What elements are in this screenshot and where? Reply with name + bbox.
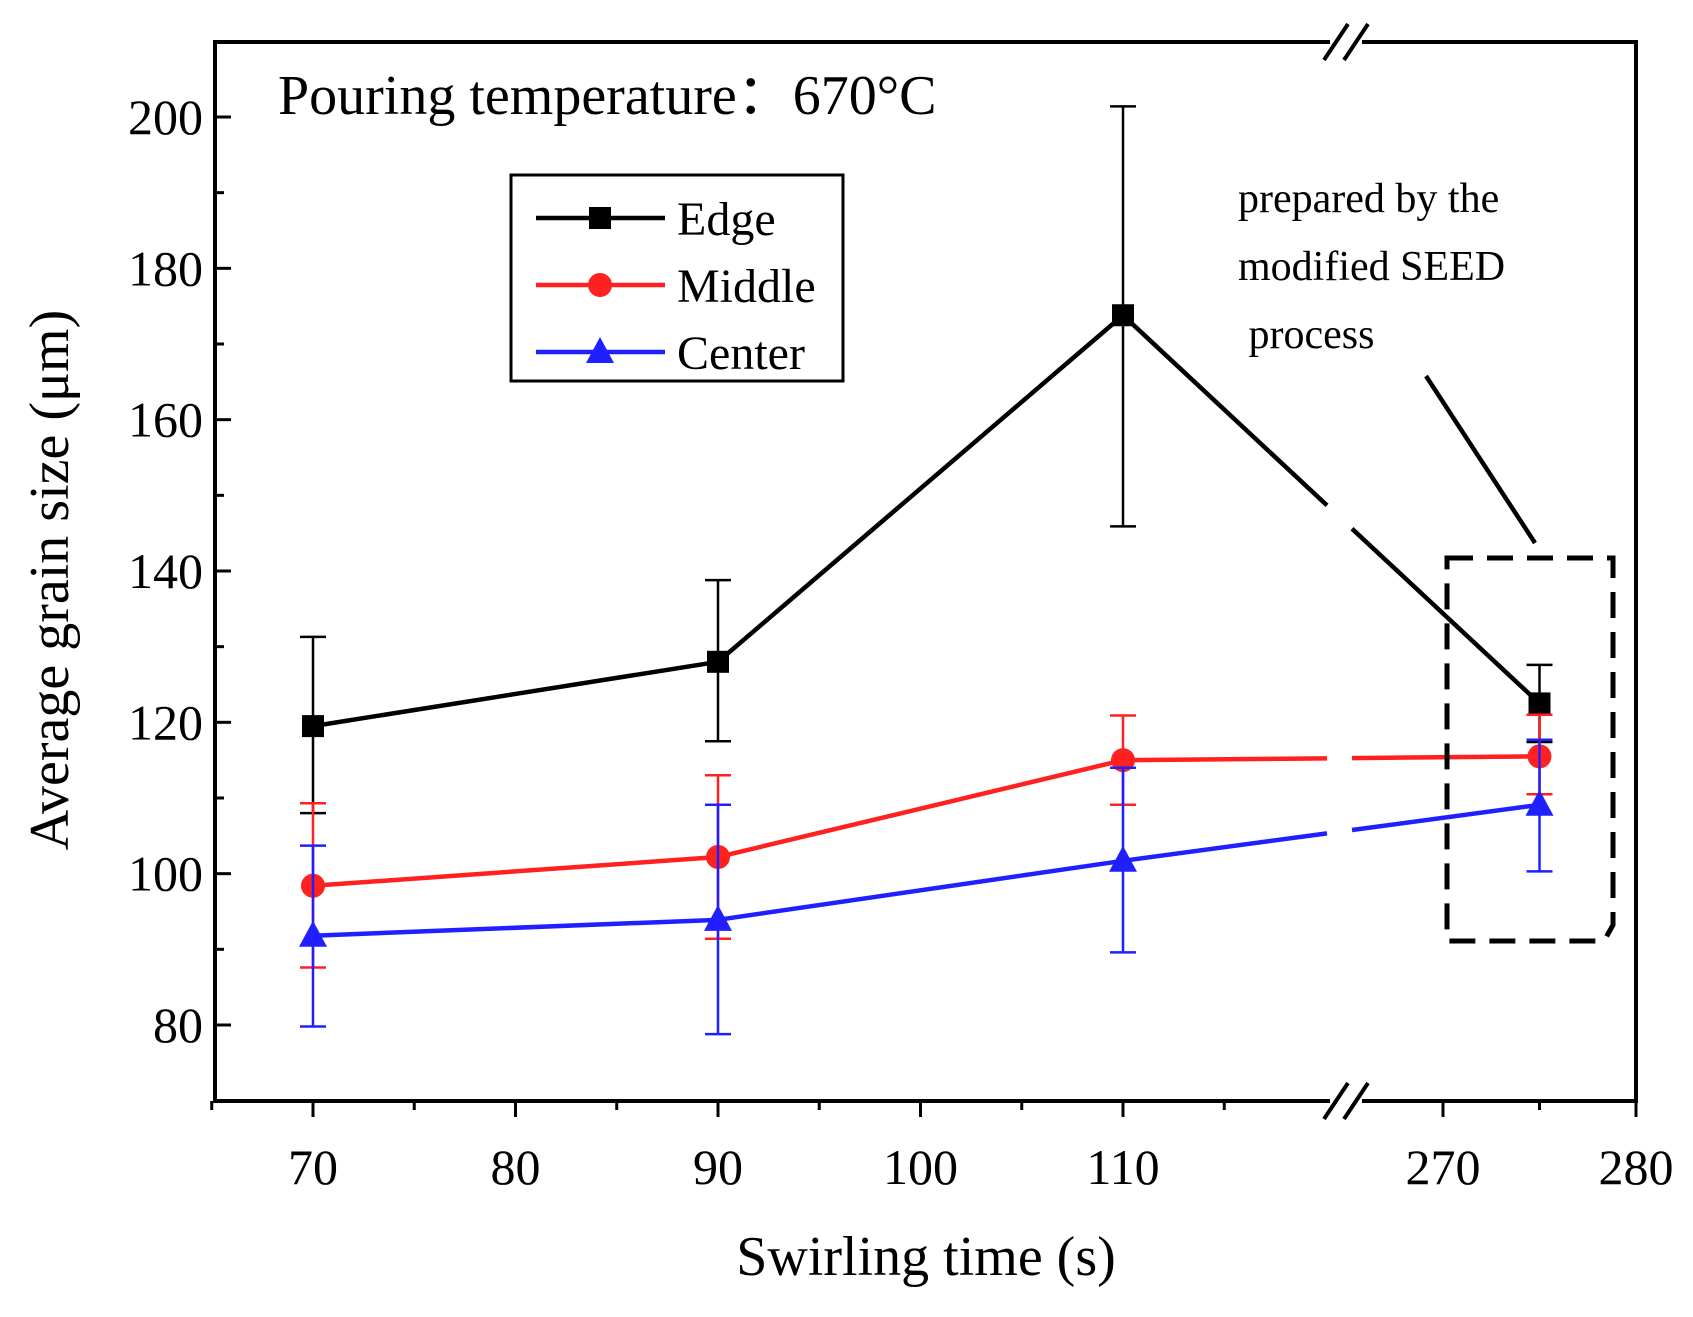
y-tick-label: 100 [128, 846, 203, 902]
data-point-edge-3 [1112, 304, 1134, 327]
data-point-center-3 [1109, 845, 1137, 872]
series-line-edge [716, 313, 1125, 664]
series-line-center [717, 858, 1124, 923]
legend-marker-center [586, 337, 614, 363]
legend-label-middle: Middle [677, 260, 816, 313]
annotation-text-line: modified SEED [1238, 244, 1505, 290]
x-tick-label: 100 [883, 1139, 958, 1195]
y-axis-title: Average grain size (μm) [19, 310, 81, 851]
y-tick-label: 180 [128, 240, 203, 296]
series-line-center [1351, 802, 1540, 833]
legend-label-edge: Edge [677, 193, 776, 246]
series-center [299, 738, 1554, 1036]
annotation-dashed-box [1444, 555, 1616, 944]
x-tick-label: 70 [288, 1139, 338, 1195]
series-edge [300, 105, 1553, 815]
series-line-middle [717, 757, 1124, 860]
x-axis-title: Swirling time (s) [736, 1226, 1116, 1288]
series-line-middle [1122, 756, 1328, 763]
y-tick-label: 120 [128, 694, 203, 750]
series-line-edge [1350, 527, 1542, 706]
y-tick-label: 200 [128, 89, 203, 145]
series-line-middle [312, 854, 719, 889]
y-tick-label: 160 [128, 392, 203, 448]
legend-marker-edge [589, 207, 611, 229]
x-tick-label: 80 [491, 1139, 541, 1195]
series-line-center [312, 917, 719, 938]
series-line-edge [312, 659, 719, 729]
legend-marker-middle [588, 273, 612, 297]
x-tick-label: 110 [1086, 1139, 1159, 1195]
series-line-edge [1121, 313, 1329, 508]
x-tick-label: 90 [693, 1139, 743, 1195]
top-axis-break-mark-1 [1322, 22, 1350, 62]
data-point-middle-3 [1111, 748, 1135, 773]
top-axis-break-mark-2 [1342, 22, 1370, 62]
annotation-arrow-line [1424, 374, 1537, 545]
annotation-text-line: prepared by the [1238, 176, 1499, 222]
data-point-center-4 [1525, 789, 1554, 816]
annotation-text-line: process [1238, 312, 1374, 358]
data-point-edge-1 [302, 715, 324, 738]
x-axis-break-mark-1 [1322, 1081, 1350, 1121]
legend-box [509, 173, 845, 383]
x-tick-label: 280 [1599, 1139, 1674, 1195]
x-tick-label: 270 [1406, 1139, 1481, 1195]
legend-label-center: Center [677, 327, 805, 380]
y-tick-label: 140 [128, 543, 203, 599]
data-point-center-1 [299, 920, 327, 947]
x-axis-break-mark-2 [1342, 1081, 1370, 1121]
y-tick-label: 80 [153, 997, 203, 1053]
data-point-edge-2 [707, 650, 729, 673]
data-point-center-2 [704, 904, 732, 931]
data-point-edge-4 [1528, 692, 1551, 715]
series-line-center [1122, 831, 1328, 864]
chart-title: Pouring temperature：670°C [278, 65, 937, 127]
